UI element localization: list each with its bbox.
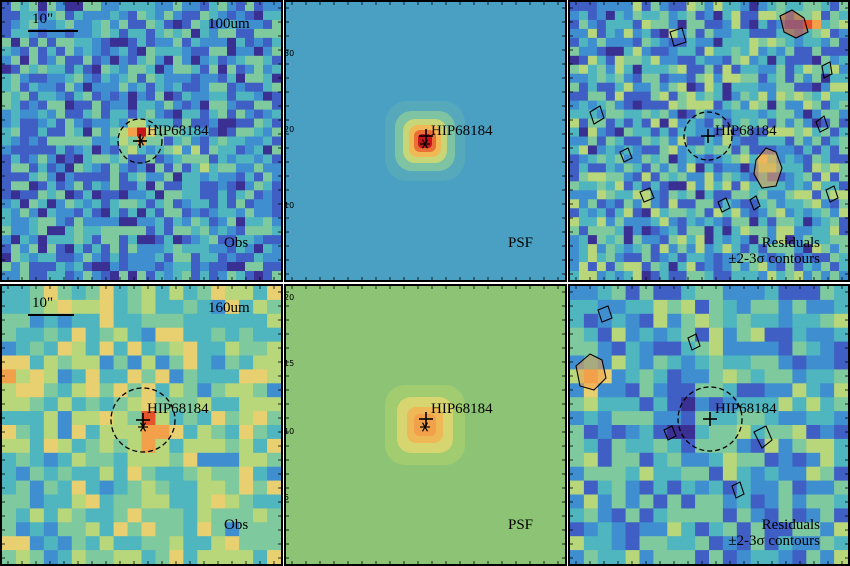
psf-100um-image <box>286 2 565 280</box>
scale-bar <box>28 30 78 32</box>
axis-tick-label: 20 <box>284 125 295 134</box>
obs-160um-panel: 10" 160um HIP68184 Obs <box>0 284 283 566</box>
target-label: HIP68184 <box>147 123 209 139</box>
target-label: HIP68184 <box>431 123 493 139</box>
panel-label-residuals: Residuals <box>761 517 820 533</box>
obs-100um-panel: 10" 100um HIP68184 Obs <box>0 0 283 282</box>
panel-label-contours: ±2-3σ contours <box>728 251 820 267</box>
panel-label-obs: Obs <box>224 235 249 251</box>
axis-tick-label: 20 <box>284 293 295 302</box>
axis-tick-label: 30 <box>284 49 295 58</box>
target-label: HIP68184 <box>147 401 209 417</box>
panel-label-contours: ±2-3σ contours <box>728 533 820 549</box>
obs-160um-image <box>2 286 281 564</box>
residuals-160um-panel: HIP68184 Residuals ±2-3σ contours <box>568 284 850 566</box>
axis-tick-label: 5 <box>284 493 290 502</box>
axis-tick-label: 15 <box>284 359 295 368</box>
scale-bar <box>28 314 74 316</box>
panel-label-psf: PSF <box>508 235 534 251</box>
scale-bar-label: 10" <box>32 295 54 311</box>
band-label: 160um <box>208 300 250 316</box>
axis-tick-label: 10 <box>284 427 295 436</box>
panel-label-obs: Obs <box>224 517 249 533</box>
axis-tick-label: 10 <box>284 201 295 210</box>
panel-label-psf: PSF <box>508 517 534 533</box>
psf-160um-panel: HIP68184 PSF 20 15 10 5 <box>284 284 567 566</box>
band-label: 100um <box>208 16 250 32</box>
target-label: HIP68184 <box>715 123 777 139</box>
psf-160um-image <box>286 286 565 564</box>
panel-label-residuals: Residuals <box>761 235 820 251</box>
residuals-100um-panel: HIP68184 Residuals ±2-3σ contours <box>568 0 850 282</box>
residuals-160um-image <box>570 286 848 564</box>
psf-100um-panel: HIP68184 PSF 30 20 10 <box>284 0 567 282</box>
residuals-100um-image <box>570 2 848 280</box>
obs-100um-image <box>2 2 281 280</box>
target-label: HIP68184 <box>715 401 777 417</box>
scale-bar-label: 10" <box>32 11 54 27</box>
target-label: HIP68184 <box>431 401 493 417</box>
